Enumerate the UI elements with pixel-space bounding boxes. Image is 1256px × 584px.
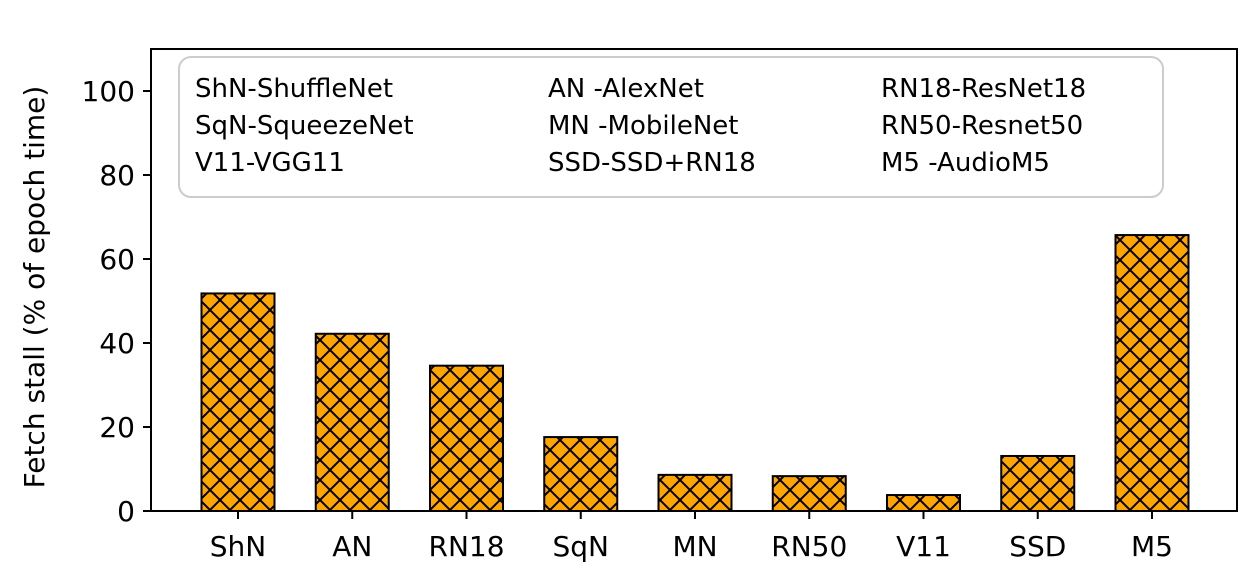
bar-hatch-m5 — [1114, 234, 1190, 512]
x-tick-label-mn: MN — [672, 530, 717, 563]
legend-box: ShN-ShuffleNet AN -AlexNet RN18-ResNet18 S… — [178, 56, 1164, 198]
y-axis-title: Fetch stall (% of epoch time) — [18, 86, 51, 489]
bar-hatch-shn — [200, 292, 276, 512]
x-tick-label-ssd: SSD — [1009, 530, 1066, 563]
bar-hatch-sqn — [543, 436, 619, 512]
legend-entry: M5 -AudioM5 — [881, 148, 1050, 178]
legend-entry: SqN-SqueezeNet — [195, 111, 414, 141]
y-tick-label-100: 100 — [82, 75, 135, 108]
legend-frame — [178, 56, 1164, 198]
bar-hatch-rn18 — [429, 364, 504, 512]
legend-entries: ShN-ShuffleNet AN -AlexNet RN18-ResNet18 S… — [195, 74, 1086, 178]
bar-hatch-v11 — [886, 494, 961, 513]
y-ticks: 0 20 40 60 80 100 — [82, 75, 151, 528]
x-tick-label-shn: ShN — [210, 530, 266, 563]
x-tick-label-rn50: RN50 — [771, 530, 847, 563]
y-axis-title-group: Fetch stall (% of epoch time) — [18, 86, 51, 489]
y-tick-label-20: 20 — [99, 411, 135, 444]
legend-entry: SSD-SSD+RN18 — [548, 148, 756, 178]
x-tick-label-sqn: SqN — [553, 530, 610, 563]
x-tick-label-m5: M5 — [1131, 530, 1173, 563]
legend-entry: ShN-ShuffleNet — [195, 74, 393, 104]
legend-entry: MN -MobileNet — [548, 111, 738, 141]
x-tick-label-an: AN — [332, 530, 372, 563]
legend-entry: V11-VGG11 — [195, 148, 345, 178]
bar-hatch-ssd — [1000, 454, 1076, 513]
y-tick-label-0: 0 — [117, 495, 135, 528]
bars — [200, 234, 1190, 513]
bar-hatch-rn50 — [771, 475, 847, 513]
y-tick-label-60: 60 — [99, 243, 135, 276]
legend-entry: AN -AlexNet — [548, 74, 704, 104]
bar-hatch-an — [314, 332, 390, 513]
x-tick-label-rn18: RN18 — [428, 530, 504, 563]
x-tick-label-v11: V11 — [896, 530, 951, 563]
legend-entry: RN18-ResNet18 — [881, 74, 1086, 104]
y-tick-label-80: 80 — [99, 159, 135, 192]
legend-entry: RN50-Resnet50 — [881, 111, 1083, 141]
bar-hatch-mn — [657, 473, 733, 513]
y-tick-label-40: 40 — [99, 327, 135, 360]
x-ticks: ShN AN RN18 SqN MN RN50 V11 SSD M5 — [210, 511, 1173, 563]
